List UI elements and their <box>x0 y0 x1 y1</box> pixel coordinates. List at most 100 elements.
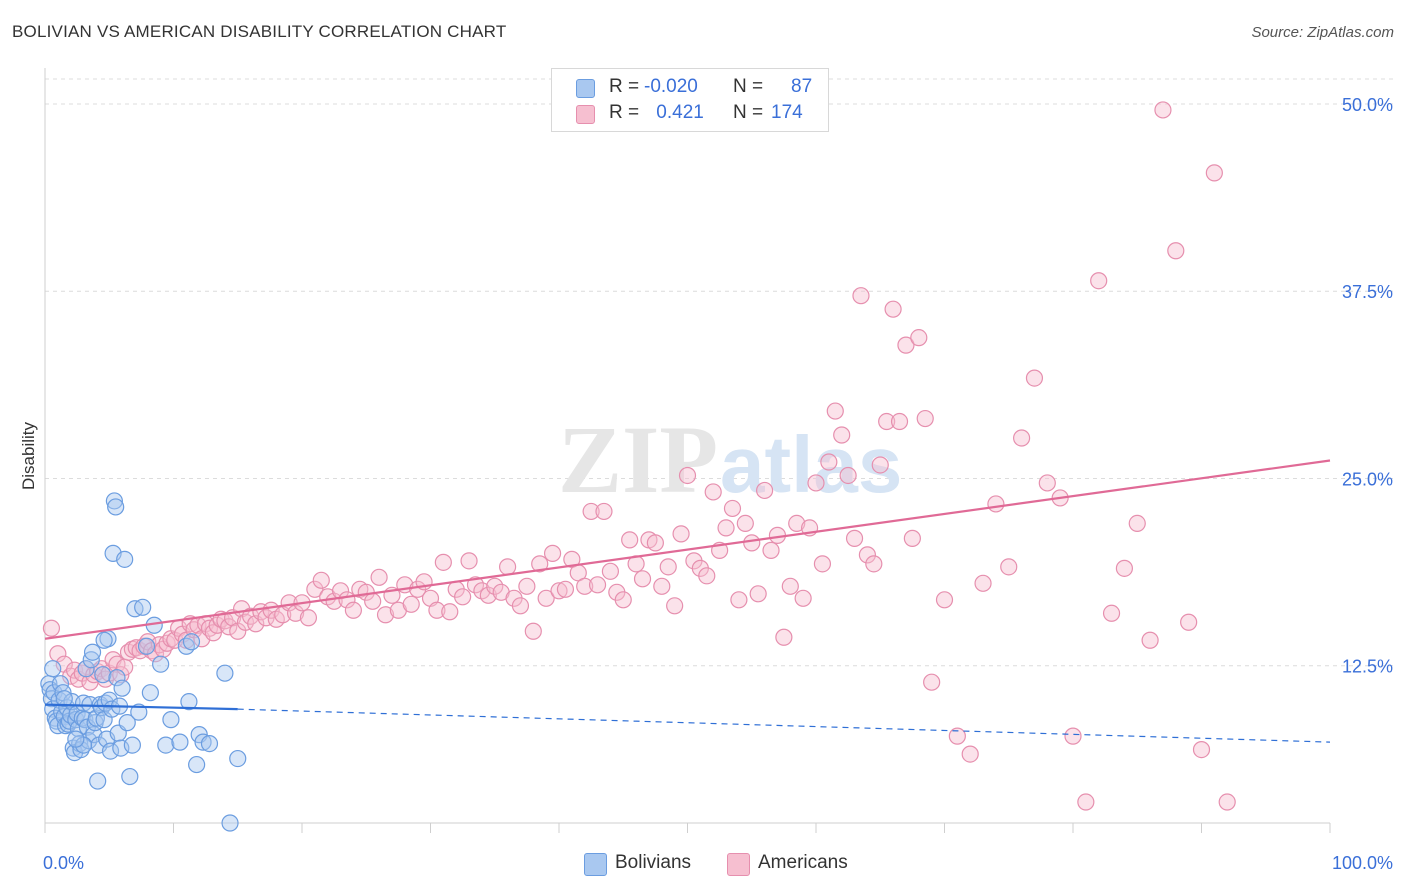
data-point <box>162 711 180 729</box>
data-point <box>44 660 62 678</box>
data-point <box>134 598 152 616</box>
y-tick-label: 37.5% <box>1342 282 1393 302</box>
legend-row-americans: R = 0.421 N = 174 <box>576 101 803 127</box>
data-point <box>852 287 870 305</box>
series-americans <box>42 101 1236 811</box>
chart-title: BOLIVIAN VS AMERICAN DISABILITY CORRELAT… <box>12 22 507 41</box>
data-point <box>42 619 61 637</box>
data-point <box>118 714 136 732</box>
data-point <box>916 409 934 428</box>
data-point <box>826 402 844 420</box>
data-point <box>749 585 767 603</box>
legend-swatch-americans <box>576 105 595 124</box>
data-point <box>910 329 928 347</box>
tick-labels: 12.5% 25.0% 37.5% 50.0% 0.0% 100.0% <box>43 95 1393 873</box>
data-point <box>299 609 318 627</box>
data-point <box>698 567 716 585</box>
legend-r-value: 0.421 <box>651 102 704 123</box>
data-point <box>781 577 799 595</box>
data-point <box>865 555 883 573</box>
data-point <box>646 534 664 552</box>
data-point <box>188 755 206 774</box>
data-point <box>550 582 568 600</box>
y-tick-label: 50.0% <box>1342 95 1393 115</box>
data-point <box>454 588 472 606</box>
data-point <box>344 601 362 619</box>
data-point <box>113 679 131 697</box>
data-point <box>1064 727 1082 745</box>
bottom-legend-label-bolivians: Bolivians <box>615 852 692 873</box>
data-point <box>67 730 85 748</box>
data-point <box>1077 793 1095 811</box>
data-point <box>923 673 941 691</box>
axes <box>44 68 1331 833</box>
data-point <box>987 495 1005 513</box>
data-point <box>83 643 102 661</box>
data-point <box>402 595 420 613</box>
data-point <box>833 426 851 444</box>
data-point <box>499 558 517 576</box>
data-point <box>479 586 497 604</box>
data-point <box>141 684 159 702</box>
data-point <box>820 453 838 471</box>
data-point <box>200 735 219 753</box>
data-point <box>89 772 107 790</box>
data-point <box>77 660 95 678</box>
data-point <box>101 742 120 760</box>
data-point <box>576 577 594 595</box>
data-point <box>903 529 921 547</box>
data-point <box>839 466 857 485</box>
data-point <box>1102 604 1121 622</box>
data-point <box>794 589 812 607</box>
legend-r-value: -0.020 <box>644 76 698 97</box>
data-point <box>556 580 575 598</box>
data-point <box>364 592 382 610</box>
legend-n-value: 87 <box>791 76 813 97</box>
data-point <box>180 693 198 711</box>
data-point <box>1012 429 1031 447</box>
data-point <box>595 502 613 521</box>
data-point <box>1025 369 1044 387</box>
chart-source: Source: ZipAtlas.com <box>1251 24 1394 41</box>
data-point <box>466 576 485 594</box>
data-point <box>704 483 722 501</box>
data-point <box>1128 514 1146 533</box>
data-point <box>94 666 112 684</box>
data-point <box>736 514 754 533</box>
data-point <box>717 519 735 537</box>
data-point <box>659 558 677 576</box>
data-point <box>890 412 909 431</box>
data-point <box>1038 474 1056 492</box>
data-point <box>370 568 388 586</box>
data-point <box>614 591 632 609</box>
trend-line <box>44 459 1331 640</box>
data-point <box>1000 558 1018 576</box>
series-layer <box>40 101 1331 832</box>
data-point <box>730 591 748 609</box>
data-point <box>105 492 123 510</box>
data-point <box>194 733 212 751</box>
data-point <box>460 552 478 570</box>
data-point <box>216 664 234 682</box>
data-point <box>621 531 639 549</box>
data-point <box>633 570 652 588</box>
data-point <box>157 736 175 754</box>
data-point <box>858 546 877 564</box>
data-point <box>775 628 793 646</box>
legend-r-label: R = <box>609 102 640 123</box>
watermark: ZIP atlas <box>558 406 902 513</box>
data-point <box>55 690 73 708</box>
data-point <box>845 529 864 547</box>
bottom-legend-label-americans: Americans <box>758 852 848 873</box>
data-point <box>434 553 452 571</box>
data-point <box>229 749 247 768</box>
data-point <box>974 574 992 592</box>
data-point <box>723 499 742 518</box>
data-point <box>788 514 806 533</box>
data-point <box>518 577 536 595</box>
data-point <box>743 534 761 552</box>
legend-row-bolivians: R = -0.020 N = 87 <box>576 75 812 101</box>
bottom-legend-swatch-americans <box>727 853 750 876</box>
data-point <box>116 550 134 568</box>
data-point <box>221 814 239 832</box>
